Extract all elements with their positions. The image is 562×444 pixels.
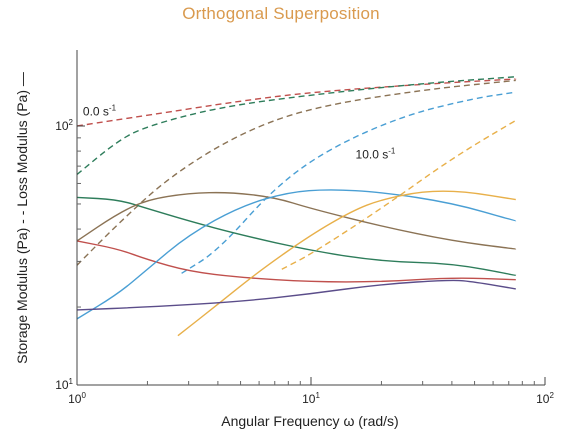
loss-modulus-line-5	[76, 196, 517, 277]
series-layer	[76, 76, 517, 337]
x-tick-label: 100	[68, 391, 86, 406]
loss-modulus-line-9	[177, 190, 516, 337]
y-axis-label: Storage Modulus (Pa) - - Loss Modulus (P…	[14, 72, 30, 364]
shear-rate-annotation: 10.0 s-1	[356, 146, 396, 161]
loss-modulus-line-8	[76, 189, 517, 320]
chart-title: Orthogonal Superposition	[182, 4, 380, 23]
y-tick-label: 101	[55, 377, 73, 392]
axes-layer	[76, 50, 545, 386]
storage-modulus-line-2	[76, 79, 516, 266]
storage-modulus-line-3	[181, 91, 516, 274]
annotation-layer: 0.0 s-1 10.0 s-1	[83, 103, 396, 161]
storage-modulus-line-4	[281, 119, 517, 270]
shear-rate-annotation: 0.0 s-1	[83, 103, 117, 118]
y-tick-label: 102	[55, 118, 73, 133]
loss-modulus-line-7	[76, 240, 516, 283]
loss-modulus-line-10	[76, 279, 516, 311]
loss-modulus-line-6	[76, 191, 517, 250]
x-tick-label: 102	[536, 391, 554, 406]
storage-modulus-line-0	[76, 78, 517, 127]
x-axis-label: Angular Frequency ω (rad/s)	[221, 413, 398, 429]
storage-modulus-line-1	[76, 76, 517, 176]
x-tick-label: 101	[302, 391, 320, 406]
